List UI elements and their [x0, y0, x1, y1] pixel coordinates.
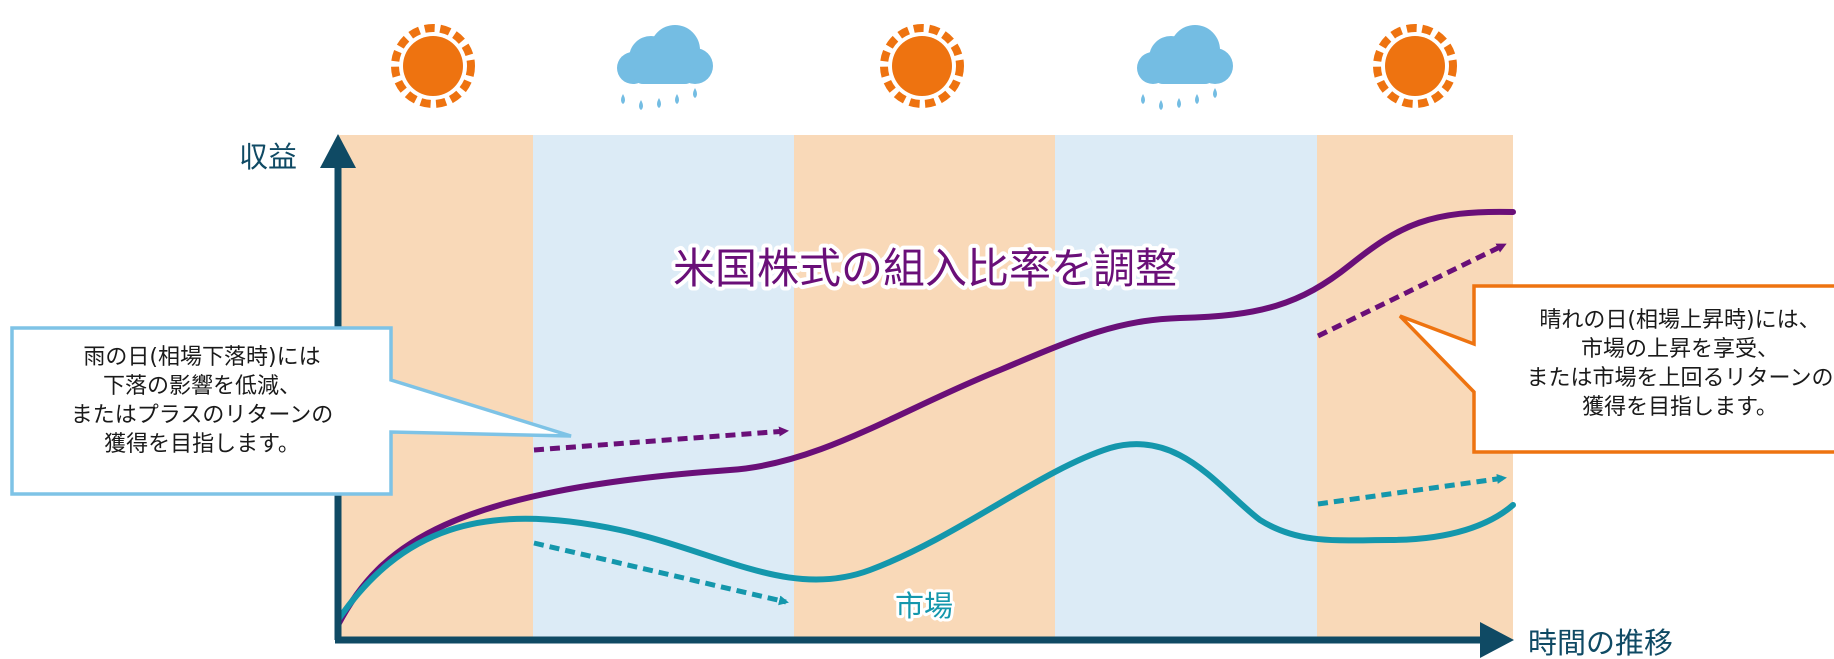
rain-cloud-icon — [1137, 25, 1233, 110]
sun-icon — [391, 24, 475, 108]
rain-callout-line: 下落の影響を低減、 — [102, 374, 301, 399]
x-axis-arrowhead — [1480, 622, 1514, 658]
sun-callout-line: 市場の上昇を享受、 — [1580, 337, 1779, 362]
y-axis-arrowhead — [320, 134, 356, 168]
x-axis-label: 時間の推移 — [1528, 626, 1673, 659]
rain-callout-line: 雨の日(相場下落時)には — [83, 345, 321, 370]
rain-callout-text: 雨の日(相場下落時)には 下落の影響を低減、 またはプラスのリターンの 獲得を目… — [14, 343, 390, 459]
rain-callout-line: またはプラスのリターンの — [70, 403, 334, 428]
market-label: 市場 — [895, 589, 953, 623]
diagram-title: 米国株式の組入比率を調整 — [673, 244, 1177, 293]
sun-callout-text: 晴れの日(相場上昇時)には、 市場の上昇を享受、 または市場を上回るリターンの … — [1476, 306, 1834, 422]
rain-callout-box — [10, 326, 572, 496]
sun-callout-line: 獲得を目指します。 — [1582, 395, 1778, 420]
sun-callout-line: または市場を上回るリターンの — [1526, 366, 1834, 391]
rainy-band-2 — [1055, 135, 1317, 640]
sun-icon — [1373, 24, 1457, 108]
sun-callout-box — [1398, 284, 1834, 454]
rainy-band-1 — [533, 135, 794, 640]
portfolio-arrow-rain — [533, 426, 789, 453]
rain-callout-line: 獲得を目指します。 — [104, 432, 300, 457]
portfolio-arrow-sun — [1316, 242, 1507, 339]
portfolio-line — [335, 208, 1516, 628]
weather-bands — [338, 135, 1513, 640]
sun-icon — [880, 24, 964, 108]
market-arrow-rain — [533, 540, 789, 606]
sunny-band-2 — [794, 135, 1055, 640]
sun-callout-line: 晴れの日(相場上昇時)には、 — [1539, 308, 1821, 333]
y-axis-label: 収益 — [239, 140, 297, 174]
rain-cloud-icon — [617, 25, 713, 110]
market-line — [335, 441, 1516, 623]
